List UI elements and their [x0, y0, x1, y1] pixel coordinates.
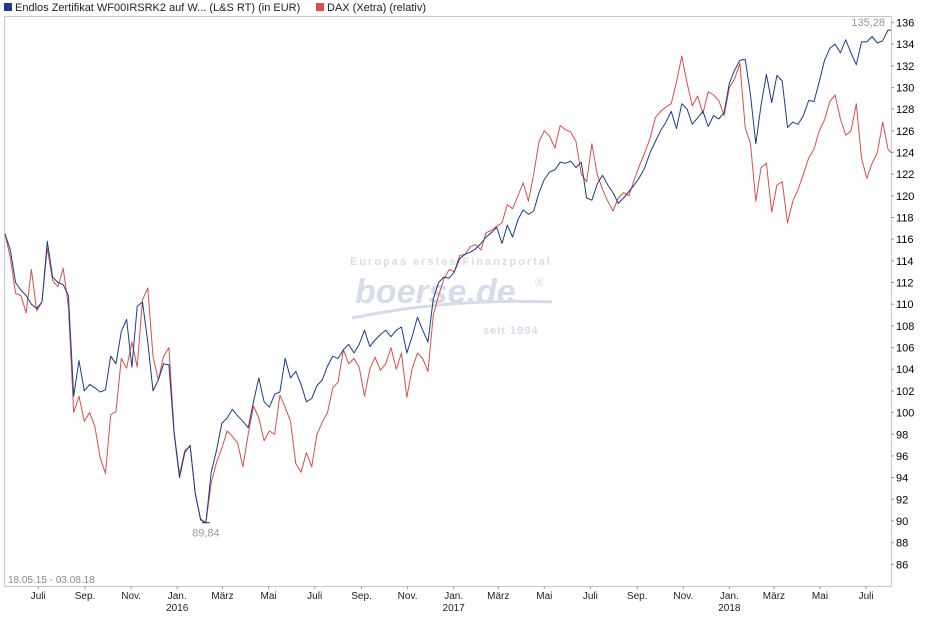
watermark-swoosh [351, 299, 553, 320]
x-tick-label: Jan. [168, 591, 187, 602]
x-tick-label: März [487, 591, 509, 602]
y-tick-label: 96 [896, 451, 908, 463]
x-tick-label: Juli [31, 591, 46, 602]
y-tick-label: 102 [896, 386, 914, 398]
y-tick-label: 106 [896, 343, 914, 355]
x-tick-label: Nov. [121, 591, 141, 602]
x-tick-label: Juli [307, 591, 322, 602]
y-tick-label: 120 [896, 191, 914, 203]
min-value-label: 89,84 [192, 528, 220, 540]
x-tick-label: Juli [583, 591, 598, 602]
x-tick-label: Nov. [673, 591, 693, 602]
x-tick-label: Sep. [75, 591, 96, 602]
legend-label-series-1: Endlos Zertifikat WF00IRSRK2 auf W... (L… [15, 2, 300, 14]
legend: Endlos Zertifikat WF00IRSRK2 auf W... (L… [4, 2, 426, 14]
watermark-since: seit 1994 [483, 325, 538, 337]
x-tick-label: Mai [536, 591, 552, 602]
x-year-label: 2017 [443, 603, 466, 614]
y-tick-label: 98 [896, 429, 908, 441]
legend-swatch-series-1 [4, 3, 12, 11]
date-range-label: 18.05.15 - 03.08.18 [8, 575, 95, 586]
y-tick-label: 92 [896, 494, 908, 506]
max-value-label: 135,28 [851, 17, 885, 29]
x-tick-label: März [763, 591, 785, 602]
y-tick-label: 112 [896, 278, 914, 290]
x-tick-label: März [211, 591, 233, 602]
x-tick-label: Mai [812, 591, 828, 602]
legend-label-series-2: DAX (Xetra) (relativ) [327, 2, 426, 14]
x-year-label: 2018 [718, 603, 741, 614]
y-tick-label: 132 [896, 61, 914, 73]
y-tick-label: 130 [896, 82, 914, 94]
y-tick-label: 122 [896, 169, 914, 181]
y-tick-label: 108 [896, 321, 914, 333]
y-tick-label: 116 [896, 234, 914, 246]
y-tick-label: 90 [896, 516, 908, 528]
x-year-label: 2016 [166, 603, 189, 614]
x-tick-label: Juli [859, 591, 874, 602]
watermark-tagline: Europas erstes Finanzportal [350, 256, 552, 268]
y-tick-label: 124 [896, 147, 914, 159]
annotations: 135,28 89,84 [192, 17, 885, 539]
watermark-registered: ® [535, 277, 544, 289]
legend-swatch-series-2 [316, 3, 324, 11]
y-tick-label: 94 [896, 473, 908, 485]
y-tick-label: 114 [896, 256, 914, 268]
y-tick-label: 88 [896, 538, 908, 550]
x-tick-label: Jan. [720, 591, 739, 602]
x-tick-label: Jan. [444, 591, 463, 602]
y-tick-label: 110 [896, 299, 914, 311]
y-tick-label: 118 [896, 213, 914, 225]
x-tick-label: Mai [261, 591, 277, 602]
y-tick-label: 100 [896, 408, 914, 420]
series-line-1 [4, 29, 892, 524]
y-axis: 86 88 90 92 94 96 98 100 102 104 106 108 110 112 114 11… [891, 17, 914, 571]
y-tick-label: 136 [896, 17, 914, 29]
y-tick-label: 104 [896, 364, 914, 376]
y-tick-label: 126 [896, 126, 914, 138]
x-tick-label: Sep. [627, 591, 648, 602]
y-tick-label: 86 [896, 559, 908, 571]
legend-item-series-2[interactable]: DAX (Xetra) (relativ) [316, 2, 426, 14]
y-tick-label: 134 [896, 39, 914, 51]
x-tick-label: Nov. [398, 591, 418, 602]
y-tick-label: 128 [896, 104, 914, 116]
series-line-2 [4, 55, 892, 524]
legend-item-series-1[interactable]: Endlos Zertifikat WF00IRSRK2 auf W... (L… [4, 2, 300, 14]
series-layer [4, 29, 892, 524]
x-tick-label: Sep. [351, 591, 372, 602]
